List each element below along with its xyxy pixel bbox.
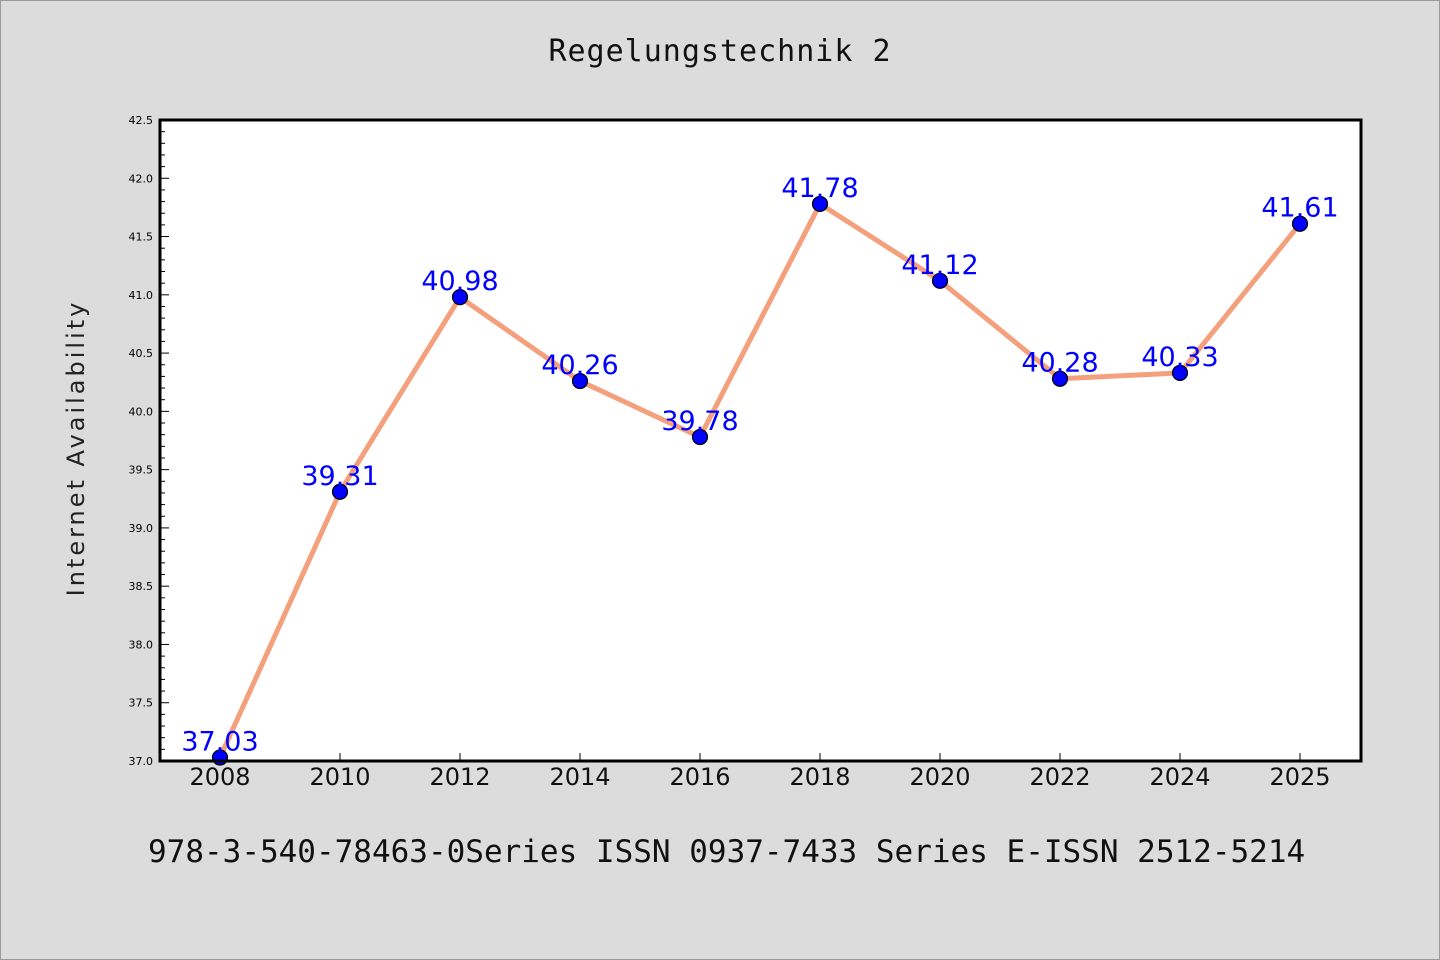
data-label: 40.98	[421, 266, 498, 297]
y-tick-label: 37.5	[129, 697, 154, 710]
plot-area	[160, 120, 1361, 761]
data-label: 41.78	[781, 173, 858, 204]
data-label: 39.31	[301, 461, 378, 492]
x-tick-label: 2022	[1029, 763, 1090, 791]
data-label: 41.61	[1261, 193, 1338, 224]
data-label: 37.03	[181, 727, 258, 758]
y-tick-label: 39.0	[129, 522, 154, 535]
y-tick-label: 41.0	[129, 289, 154, 302]
chart-title: Regelungstechnik 2	[548, 34, 892, 69]
y-tick-label: 41.5	[129, 231, 154, 244]
data-point	[1171, 364, 1189, 382]
data-label: 41.12	[901, 250, 978, 281]
x-tick-label: 2014	[549, 763, 610, 791]
x-tick-label: 2025	[1269, 763, 1330, 791]
data-point	[1291, 215, 1309, 232]
x-tick-label: 2016	[669, 763, 730, 791]
y-tick-label: 38.5	[129, 580, 154, 593]
y-tick-label: 40.0	[129, 405, 154, 418]
x-tick-label: 2012	[429, 763, 490, 791]
data-point	[451, 289, 469, 306]
y-tick-label: 42.5	[129, 114, 154, 127]
series-line	[217, 201, 1303, 761]
x-axis: 2008 2010 2012 2014 2016 2018 2020 2022 2024 2025	[189, 753, 1331, 791]
data-point	[331, 483, 349, 500]
data-label: 40.26	[541, 350, 618, 381]
data-point	[931, 272, 949, 289]
data-point	[571, 372, 589, 390]
x-tick-label: 2018	[789, 763, 850, 791]
x-tick-label: 2024	[1149, 763, 1210, 791]
data-label: 39.78	[661, 406, 738, 437]
footer-text: 978-3-540-78463-0Series ISSN 0937-7433 S…	[148, 834, 1306, 870]
y-tick-label: 40.5	[129, 347, 154, 360]
data-label: 40.33	[1141, 342, 1218, 373]
x-tick-label: 2020	[909, 763, 970, 791]
y-tick-label: 39.5	[129, 464, 154, 477]
x-tick-label: 2010	[309, 763, 370, 791]
x-tick-label: 2008	[189, 763, 250, 791]
data-point	[691, 428, 709, 446]
data-point	[1051, 370, 1069, 387]
y-tick-label: 37.0	[129, 755, 154, 768]
series-group: 37.03 39.31 40.98 40.26 39.78 41.78 41.12 40.28…	[181, 173, 1339, 766]
y-tick-label: 42.0	[129, 172, 154, 185]
y-tick-label: 38.0	[129, 638, 154, 651]
data-label: 40.28	[1021, 348, 1098, 379]
plot-border	[158, 118, 1363, 763]
data-point	[811, 195, 829, 213]
